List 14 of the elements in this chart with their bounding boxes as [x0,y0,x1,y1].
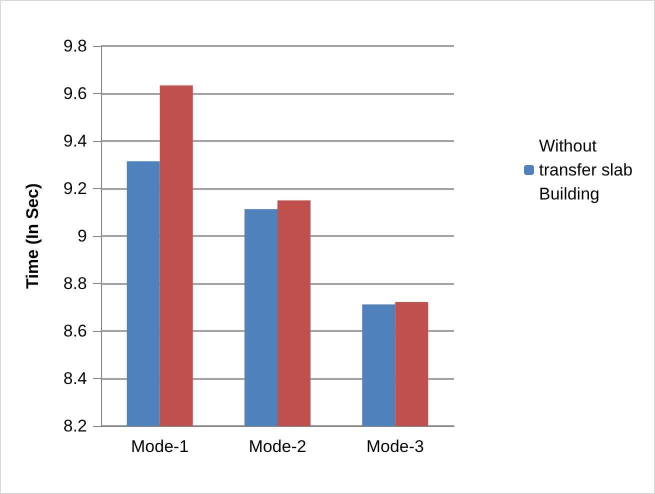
y-tick-label: 9.2 [63,179,87,198]
y-tick-label: 8.6 [63,322,87,340]
x-tick-label: Mode-2 [248,437,306,456]
y-tick-label: 9.6 [63,84,87,103]
x-tick-label: Mode-1 [131,437,189,456]
y-tick-label: 9 [78,226,87,246]
legend-label: Without transfer slab Building [539,136,638,204]
y-axis-title: Time (In Sec) [23,183,42,289]
y-tick-label: 9.8 [63,36,87,56]
y-tick-label: 8.4 [63,369,87,388]
y-tick-label: 8.2 [63,416,87,436]
y-tick-label: 8.8 [63,274,87,293]
y-tick-label: 9.4 [63,132,87,150]
x-tick-label: Mode-3 [366,437,424,456]
